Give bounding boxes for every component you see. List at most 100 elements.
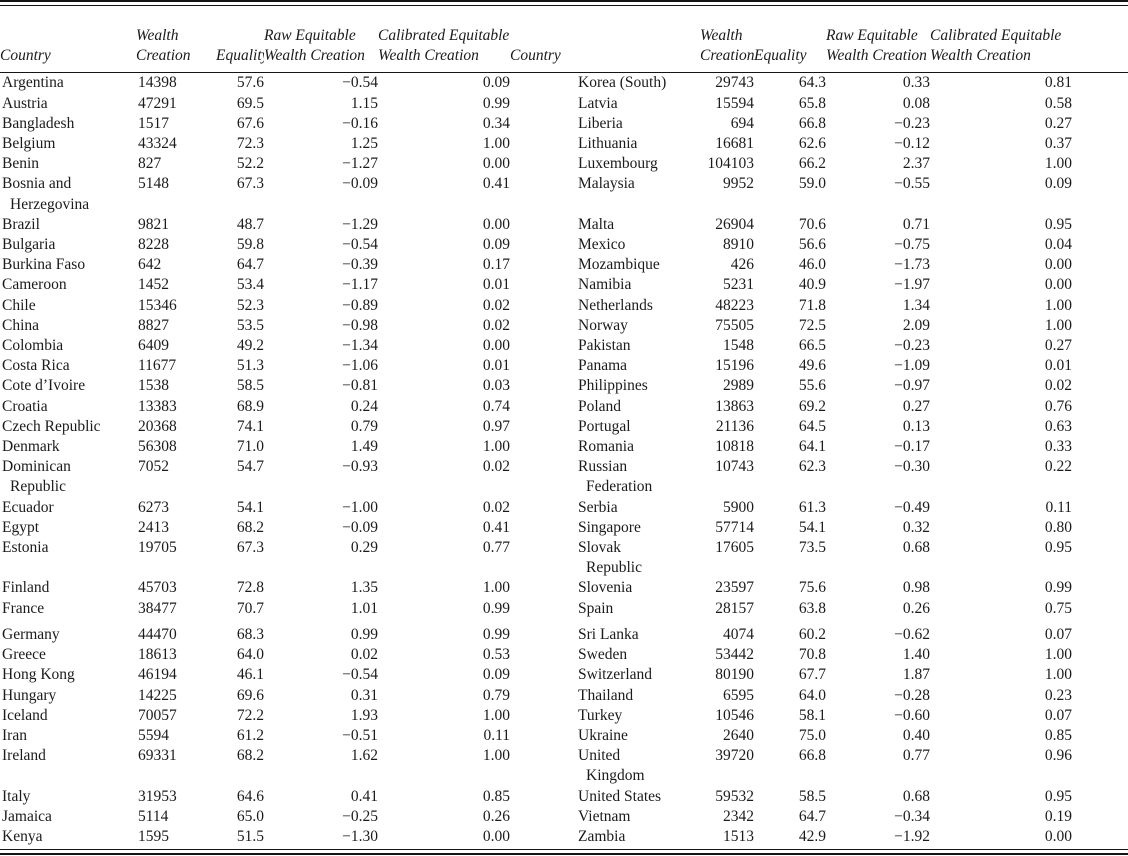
wealth-creation-value: 45703 — [138, 579, 177, 597]
raw-value: 1.62 — [350, 747, 378, 765]
country-name: Egypt — [2, 518, 40, 536]
calibrated-value: 0.96 — [1044, 747, 1072, 765]
raw-value: 0.41 — [350, 787, 378, 805]
country-cell: Panama — [510, 356, 700, 376]
country-cell: Greece — [0, 645, 136, 665]
table-row: Czech Republic 20368 74.1 0.79 0.97 Portugal 2… — [0, 417, 1128, 437]
raw-value: −0.54 — [342, 74, 378, 92]
raw-value: 0.02 — [350, 646, 378, 664]
raw-value: 1.25 — [350, 135, 378, 153]
table-row: Estonia 19705 67.3 0.29 0.77 Slovak Republic 17… — [0, 538, 1128, 578]
country-cell: Netherlands — [510, 296, 700, 316]
calibrated-value: 0.97 — [482, 417, 510, 435]
wealth-creation-value: 57714 — [715, 518, 754, 536]
raw-value: −0.97 — [894, 377, 930, 395]
wealth-creation-value: 80190 — [715, 666, 754, 684]
raw-value: 1.93 — [350, 706, 378, 724]
country-cell: Cameroon — [0, 275, 136, 295]
calibrated-value: 0.53 — [482, 646, 510, 664]
country-cell: Dominican Republic — [0, 457, 136, 497]
country-cell: Slovak Republic — [510, 538, 700, 578]
wealth-creation-value: 104103 — [707, 155, 755, 173]
wealth-creation-value: 23597 — [715, 579, 754, 597]
raw-value: −0.49 — [894, 498, 930, 516]
calibrated-value: 0.09 — [482, 74, 510, 92]
country-name: Brazil — [2, 215, 40, 233]
equality-value: 72.2 — [236, 706, 264, 724]
equality-value: 66.2 — [798, 155, 826, 173]
raw-value: 0.77 — [902, 747, 930, 765]
equality-header-left: Equality — [216, 6, 264, 74]
table-header: Country Wealth Creation Equality Raw Equi… — [0, 6, 1128, 74]
equality-value: 68.3 — [236, 625, 264, 643]
equality-value: 51.5 — [236, 827, 264, 845]
raw-value: 0.40 — [902, 726, 930, 744]
country-cell: Croatia — [0, 397, 136, 417]
equality-value: 71.0 — [236, 438, 264, 456]
wealth-creation-value: 13383 — [138, 397, 177, 415]
raw-value: 1.35 — [350, 579, 378, 597]
country-name: Malaysia — [578, 175, 635, 193]
calibrated-value: 0.00 — [1044, 276, 1072, 294]
country-name: Mexico — [578, 236, 626, 254]
bottom-double-rule — [0, 849, 1128, 856]
wealth-creation-value: 48223 — [715, 296, 754, 314]
header-line: Wealth Creation — [264, 47, 365, 65]
country-name: Cameroon — [2, 276, 67, 294]
wealth-creation-header-right: Wealth Creation — [700, 6, 754, 74]
country-cell: Philippines — [510, 376, 700, 396]
wealth-creation-value: 17605 — [715, 539, 754, 557]
wealth-creation-value: 6409 — [138, 337, 169, 355]
raw-value: 0.13 — [902, 417, 930, 435]
country-name: Namibia — [578, 276, 632, 294]
country-cell: Cote d’Ivoire — [0, 376, 136, 396]
calibrated-value: 0.76 — [1044, 397, 1072, 415]
calibrated-value: 0.75 — [1044, 599, 1072, 617]
wealth-creation-value: 13863 — [715, 397, 754, 415]
wealth-creation-value: 70057 — [138, 706, 177, 724]
country-cell: Hungary — [0, 686, 136, 706]
table-row: Finland 45703 72.8 1.35 1.00 Slovenia 23597 75.… — [0, 578, 1128, 598]
wealth-creation-value: 5900 — [723, 498, 754, 516]
equality-value: 49.6 — [798, 357, 826, 375]
calibrated-value: 0.02 — [1044, 377, 1072, 395]
equality-value: 62.3 — [798, 458, 826, 476]
wealth-creation-value: 642 — [138, 256, 162, 274]
calibrated-value: 0.02 — [482, 296, 510, 314]
country-cell: Denmark — [0, 437, 136, 457]
calibrated-value: 1.00 — [1044, 666, 1072, 684]
equality-value: 67.3 — [236, 539, 264, 557]
wealth-creation-value: 2413 — [138, 518, 169, 536]
raw-equitable-header-left: Raw Equitable Wealth Creation — [264, 6, 378, 74]
equality-value: 54.7 — [236, 458, 264, 476]
country-name: Bosnia and — [2, 175, 72, 193]
raw-value: −1.06 — [342, 357, 378, 375]
wealth-creation-value: 8228 — [138, 236, 169, 254]
equality-value: 53.4 — [236, 276, 264, 294]
wealth-creation-header-left: Wealth Creation — [136, 6, 216, 74]
raw-value: −1.34 — [342, 337, 378, 355]
wealth-creation-value: 10818 — [715, 438, 754, 456]
calibrated-value: 0.19 — [1044, 807, 1072, 825]
country-cell: Ireland — [0, 746, 136, 786]
raw-value: −1.27 — [342, 155, 378, 173]
wealth-creation-value: 2989 — [723, 377, 754, 395]
equality-value: 56.6 — [798, 236, 826, 254]
raw-value: 0.98 — [902, 579, 930, 597]
raw-value: −0.93 — [342, 458, 378, 476]
calibrated-value: 0.02 — [482, 498, 510, 516]
wealth-creation-value: 6273 — [138, 498, 169, 516]
calibrated-value: 0.95 — [1044, 215, 1072, 233]
wealth-creation-value: 11677 — [138, 357, 177, 375]
country-name: Republic — [586, 559, 642, 577]
country-name: Federation — [586, 478, 653, 496]
equality-value: 68.2 — [236, 518, 264, 536]
country-cell: Portugal — [510, 417, 700, 437]
country-name: Romania — [578, 438, 634, 456]
raw-value: −0.39 — [342, 256, 378, 274]
wealth-creation-value: 46194 — [138, 666, 177, 684]
table-row: Bangladesh 1517 67.6 −0.16 0.34 Liberia 694 66.… — [0, 114, 1128, 134]
raw-value: −0.54 — [342, 666, 378, 684]
country-name: Jamaica — [2, 807, 52, 825]
